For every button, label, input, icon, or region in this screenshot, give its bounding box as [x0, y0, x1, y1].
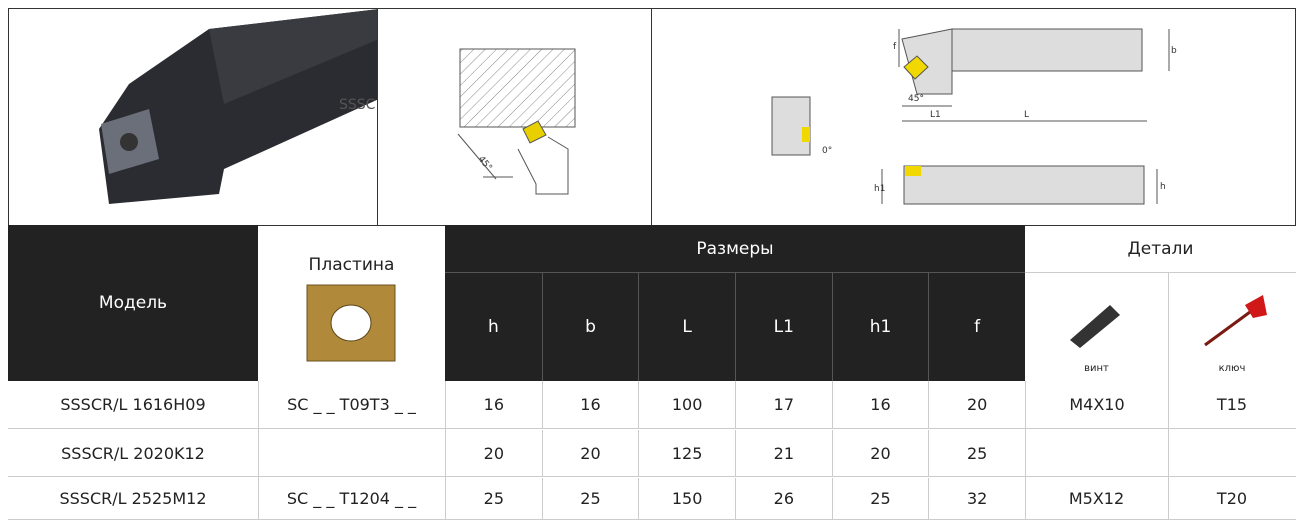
row-line	[8, 428, 1296, 429]
dim-cell: 32	[928, 478, 1025, 519]
header-model: Модель	[8, 225, 258, 381]
dim-cell: 25	[445, 478, 542, 519]
dim-cell: 150	[638, 478, 735, 519]
dim-l: L	[1024, 110, 1029, 120]
dim-zero: 0°	[822, 146, 832, 156]
header-dim: b	[541, 273, 639, 381]
key-label: ключ	[1218, 362, 1246, 374]
row-line	[8, 476, 1296, 477]
header-dim: h1	[831, 273, 929, 381]
tool-marking: SSSC	[339, 97, 376, 113]
model-cell: SSSCR/L 2020K12	[61, 443, 205, 463]
header-dim: f	[928, 273, 1025, 381]
dim-cell: 21	[735, 430, 832, 476]
dim-h1: h1	[874, 184, 885, 194]
dimension-drawing-panel: f b 45° L1 L 0° h1 h	[651, 8, 1296, 226]
col-line	[1025, 381, 1026, 519]
screw-merged: M5X12	[1068, 489, 1125, 508]
header-dim: L	[638, 273, 735, 381]
dim-f: f	[893, 42, 897, 52]
key-cell: T15	[1216, 395, 1248, 414]
header-details: Детали	[1025, 225, 1296, 273]
dim-cell: 26	[735, 478, 832, 519]
key-image	[1204, 295, 1267, 347]
model-cell: SSSCR/L 1616H09	[60, 395, 206, 414]
angle-diagram: 45°	[457, 48, 576, 195]
angle-label: 45°	[476, 155, 494, 174]
dim-b: b	[1171, 46, 1177, 56]
dim-angle: 45°	[908, 94, 924, 104]
header-dim: h	[445, 273, 542, 381]
divider	[1168, 273, 1169, 519]
dim-cell: 16	[445, 381, 542, 428]
dim-h: h	[1160, 182, 1166, 192]
dim-cell: 20	[445, 430, 542, 476]
tool-photo: SSSC	[99, 9, 377, 204]
header-insert: Пластина	[308, 255, 395, 275]
screw-cell: M4X10	[1025, 381, 1168, 428]
dim-cell: 25	[831, 478, 929, 519]
dimension-drawing: f b 45° L1 L 0° h1 h	[771, 28, 1177, 205]
header-dimensions: Размеры	[445, 225, 1025, 273]
key-merged: T20	[1216, 489, 1248, 508]
angle-diagram-panel: 45°	[377, 8, 652, 226]
dim-cell: 20	[928, 381, 1025, 428]
dim-cell: 100	[638, 381, 735, 428]
dim-cell: 16	[541, 381, 639, 428]
col-line	[258, 381, 259, 519]
model-cell: SSSCR/L 2525M12	[59, 489, 207, 508]
header-dim: L1	[735, 273, 832, 381]
dim-cell: 125	[638, 430, 735, 476]
col-line	[445, 381, 446, 519]
insert-merged: SC _ _ T1204 _ _	[286, 489, 417, 508]
dim-cell: 20	[541, 430, 639, 476]
dim-cell: 20	[831, 430, 929, 476]
dim-cell: 25	[928, 430, 1025, 476]
dim-cell: 25	[541, 478, 639, 519]
screw-image	[1070, 305, 1120, 348]
dim-cell: 16	[831, 381, 929, 428]
insert-image	[306, 284, 396, 362]
insert-cell: SC _ _ T09T3 _ _	[287, 395, 416, 414]
screw-label: винт	[1084, 362, 1109, 374]
dim-l1: L1	[930, 110, 941, 120]
tool-photo-panel: SSSC	[8, 8, 378, 226]
dim-cell: 17	[735, 381, 832, 428]
